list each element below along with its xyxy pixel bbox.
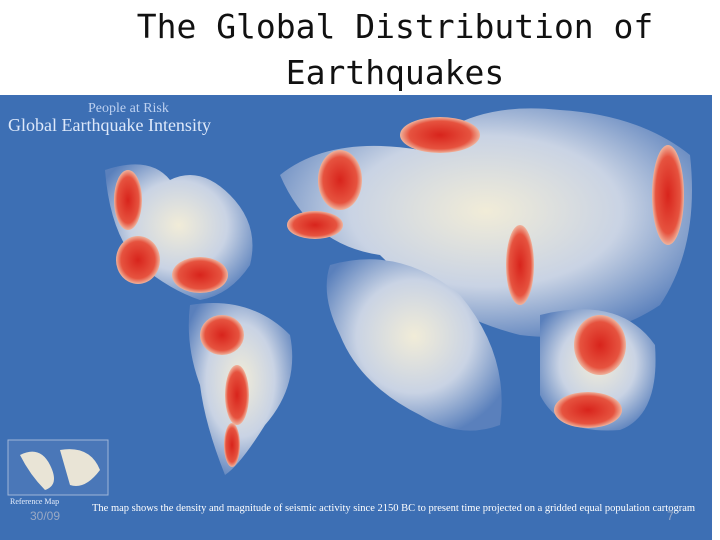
eurasia xyxy=(280,108,692,337)
africa xyxy=(326,259,502,431)
hotspot xyxy=(287,211,343,239)
slide-date: 30/09 xyxy=(30,509,60,523)
hotspot xyxy=(225,365,249,425)
reference-land xyxy=(20,449,100,490)
reference-map-label: Reference Map xyxy=(10,497,59,506)
hotspot xyxy=(554,392,622,428)
hotspot xyxy=(172,257,228,293)
slide-title: The Global Distribution of Earthquakes xyxy=(136,7,654,92)
hotspot xyxy=(116,236,160,284)
hotspot xyxy=(400,117,480,153)
hotspot xyxy=(574,315,626,375)
hotspot xyxy=(318,150,362,210)
slide-number: 7 xyxy=(667,509,674,523)
map-caption: The map shows the density and magnitude … xyxy=(92,503,695,514)
hotspot xyxy=(224,423,240,467)
earthquake-map: Reference Map People at Risk Global Eart… xyxy=(0,95,712,540)
hotspot xyxy=(506,225,534,305)
hotspot xyxy=(114,170,142,230)
hotspot xyxy=(652,145,684,245)
map-subtitle: People at Risk xyxy=(88,101,169,116)
hotspot xyxy=(200,315,244,355)
map-title: Global Earthquake Intensity xyxy=(8,115,211,135)
